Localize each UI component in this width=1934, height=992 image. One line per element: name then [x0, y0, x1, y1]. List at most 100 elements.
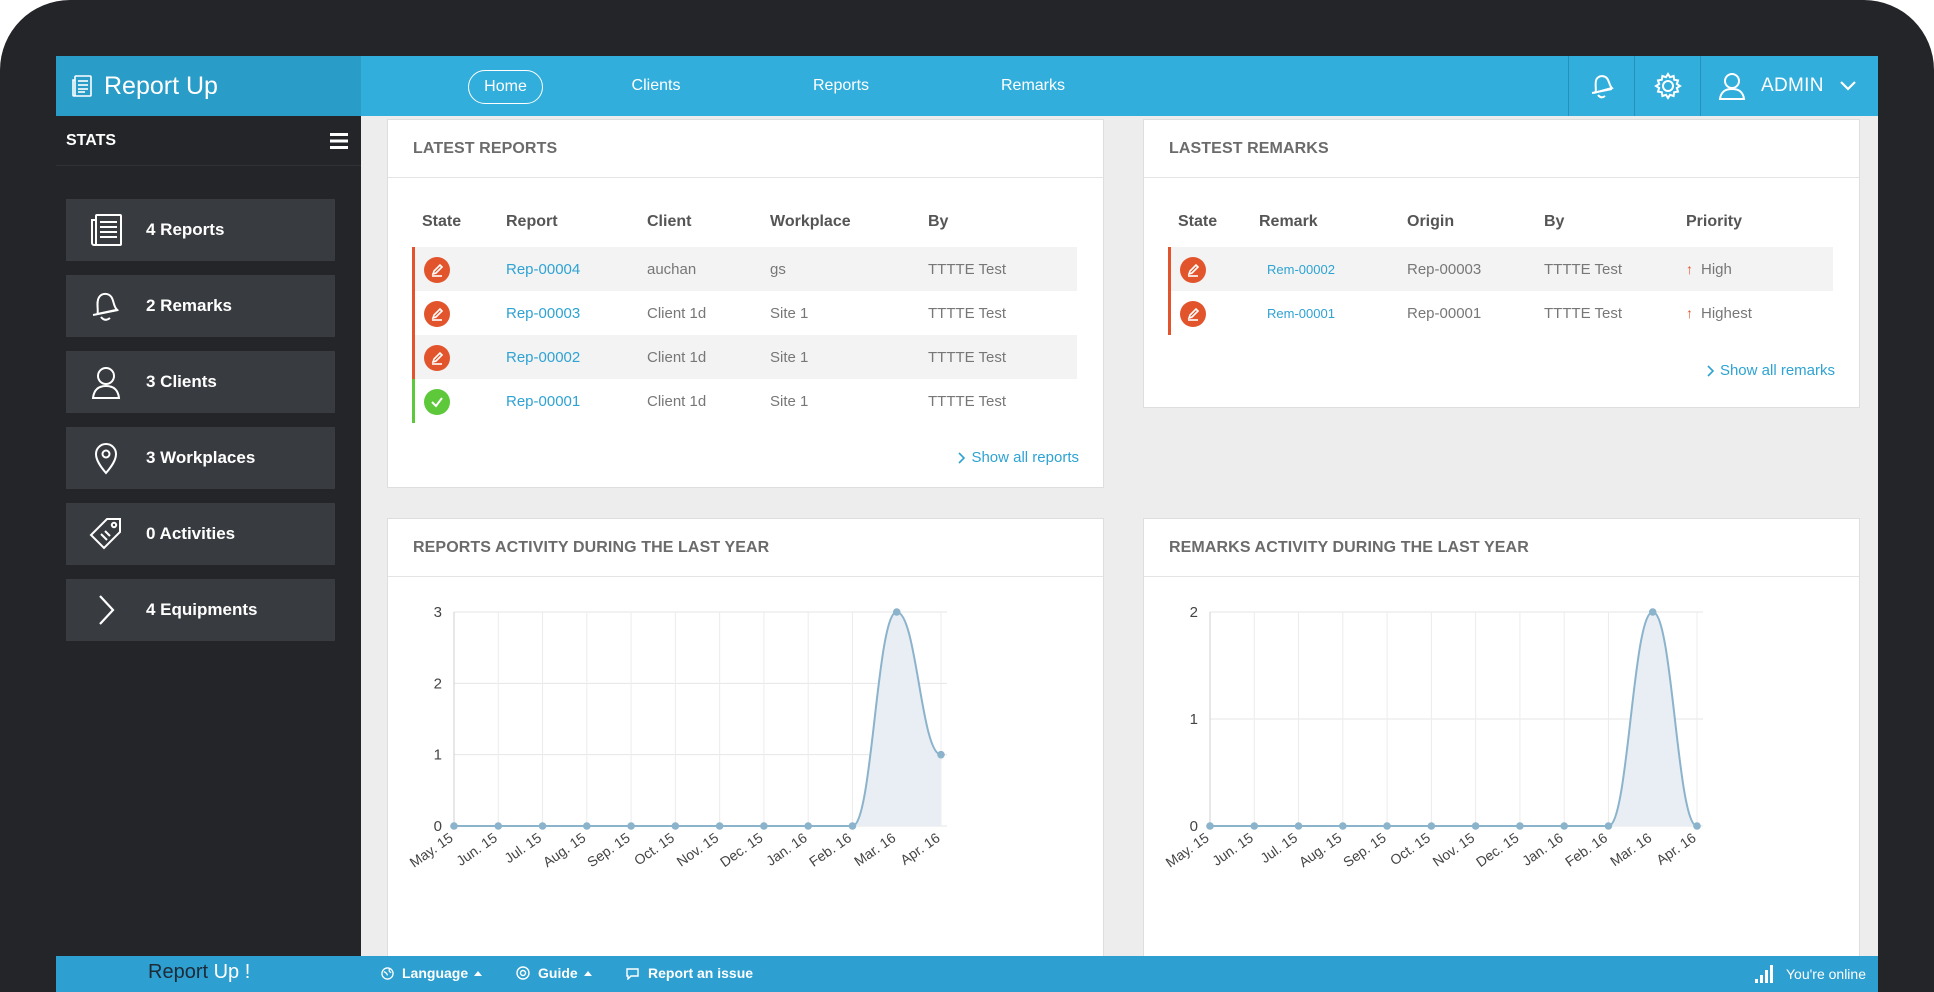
user-name: ADMIN [1761, 75, 1824, 96]
footer-brand-part: Up ! [213, 961, 251, 983]
remark-link[interactable]: Rem-00002 [1267, 261, 1335, 277]
data-point [1206, 822, 1214, 830]
user-menu[interactable]: ADMIN [1700, 56, 1878, 116]
reports-activity-panel: REPORTS ACTIVITY DURING THE LAST YEAR 0 1… [387, 518, 1104, 968]
remark-link[interactable]: Rem-00001 [1267, 305, 1335, 321]
workplace-cell: gs [770, 247, 928, 291]
x-tick-label: Jan. 16 [763, 829, 810, 869]
notifications-button[interactable] [1568, 56, 1634, 116]
by-cell: TTTTE Test [928, 392, 1007, 410]
data-point [494, 822, 503, 830]
caret-up-icon [583, 971, 592, 976]
connection-status: You're online [1754, 965, 1866, 983]
priority: ↑ Highest [1686, 305, 1833, 322]
caret-up-icon [474, 971, 483, 976]
settings-button[interactable] [1634, 56, 1700, 116]
show-all-reports-link[interactable]: Show all reports [957, 449, 1079, 466]
signal-icon [1754, 965, 1773, 983]
sidebar-item-remarks[interactable]: 2 Remarks [66, 275, 335, 337]
report-link[interactable]: Rep-00001 [506, 392, 581, 410]
tag-icon [86, 514, 126, 554]
table-row[interactable]: Rem-00001 Rep-00001 TTTTE Test ↑ Highest [1168, 291, 1833, 335]
by-cell: TTTTE Test [1544, 304, 1623, 322]
sidebar: STATS 4 Reports [56, 116, 361, 956]
x-tick-label: Mar. 16 [851, 829, 899, 869]
arrow-up-icon: ↑ [1686, 305, 1693, 321]
nav-remarks[interactable]: Remarks [1000, 77, 1065, 94]
sidebar-item-label: 3 Workplaces [146, 448, 256, 467]
column-header: State [422, 213, 462, 230]
x-tick-label: Aug. 15 [540, 829, 589, 870]
sidebar-item-label: 3 Clients [146, 372, 217, 391]
sidebar-item-label: 4 Equipments [146, 600, 258, 619]
y-tick-label: 0 [434, 818, 442, 835]
language-selector[interactable]: Language [381, 965, 490, 981]
x-tick-label: Dec. 15 [717, 829, 766, 870]
bell-icon [1591, 75, 1614, 99]
state-cell [412, 379, 506, 423]
language-label: Language [402, 965, 469, 981]
workplace-cell: Site 1 [770, 392, 809, 410]
x-tick-label: Dec. 15 [1473, 829, 1522, 870]
data-point [1250, 822, 1259, 830]
data-point [1339, 822, 1347, 830]
state-cell [412, 247, 506, 291]
remarks-table: State Remark Origin By Priority Rem-0000… [1168, 197, 1833, 335]
data-point [1560, 822, 1568, 830]
menu-icon[interactable] [329, 132, 349, 150]
show-all-label: Show all reports [971, 449, 1079, 466]
y-tick-label: 2 [1190, 604, 1198, 621]
report-issue-link[interactable]: Report an issue [625, 965, 753, 981]
table-row[interactable]: Rep-00002 Client 1d Site 1 TTTTE Test [412, 335, 1077, 379]
y-tick-label: 1 [1190, 711, 1198, 728]
data-point [1294, 822, 1303, 830]
sidebar-item-label: 2 Remarks [146, 296, 233, 315]
sidebar-item-clients[interactable]: 3 Clients [66, 351, 335, 413]
table-row[interactable]: Rep-00001 Client 1d Site 1 TTTTE Test [412, 379, 1077, 423]
state-cell [412, 335, 506, 379]
x-tick-label: Nov. 15 [674, 829, 722, 869]
show-all-label: Show all remarks [1719, 362, 1835, 379]
panel-title: LASTEST REMARKS [1144, 120, 1859, 178]
sidebar-item-reports[interactable]: 4 Reports [66, 199, 335, 261]
client-cell: auchan [647, 247, 770, 291]
nav-clients[interactable]: Clients [631, 77, 681, 94]
data-point [1471, 822, 1480, 830]
sidebar-item-workplaces[interactable]: 3 Workplaces [66, 427, 335, 489]
data-point [538, 822, 547, 830]
brand[interactable]: Report Up [56, 56, 361, 116]
column-header: Report [506, 213, 558, 230]
column-header: State [1178, 213, 1218, 230]
state-cell [1168, 247, 1259, 291]
column-header: By [928, 213, 949, 230]
nav-home[interactable]: Home [468, 70, 543, 104]
priority-label: Highest [1701, 304, 1752, 322]
guide-menu[interactable]: Guide [516, 965, 600, 981]
nav-reports[interactable]: Reports [812, 77, 870, 94]
sidebar-item-activities[interactable]: 0 Activities [66, 503, 335, 565]
by-cell: TTTTE Test [1544, 247, 1686, 291]
chart-title: REPORTS ACTIVITY DURING THE LAST YEAR [388, 519, 1103, 577]
table-header: State Report Client Workplace By [412, 197, 1077, 247]
table-row[interactable]: Rem-00002 Rep-00003 TTTTE Test ↑ High [1168, 247, 1833, 291]
draft-status-icon [424, 345, 450, 371]
column-header: By [1544, 213, 1565, 230]
report-link[interactable]: Rep-00002 [506, 348, 581, 366]
report-link[interactable]: Rep-00003 [506, 304, 581, 322]
sidebar-item-equipments[interactable]: 4 Equipments [66, 579, 335, 641]
report-link[interactable]: Rep-00004 [506, 260, 581, 278]
table-header: State Remark Origin By Priority [1168, 197, 1833, 247]
table-row[interactable]: Rep-00004 auchan gs TTTTE Test [412, 247, 1077, 291]
data-point [760, 822, 768, 830]
draft-status-icon [424, 301, 450, 327]
y-tick-label: 1 [434, 747, 442, 764]
data-point [627, 822, 635, 830]
column-header: Priority [1686, 213, 1743, 230]
data-point [804, 822, 812, 830]
data-point [1516, 822, 1524, 830]
remarks-activity-panel: REMARKS ACTIVITY DURING THE LAST YEAR 0 1… [1143, 518, 1860, 968]
data-point [892, 608, 901, 616]
table-row[interactable]: Rep-00003 Client 1d Site 1 TTTTE Test [412, 291, 1077, 335]
show-all-remarks-link[interactable]: Show all remarks [1706, 362, 1835, 379]
